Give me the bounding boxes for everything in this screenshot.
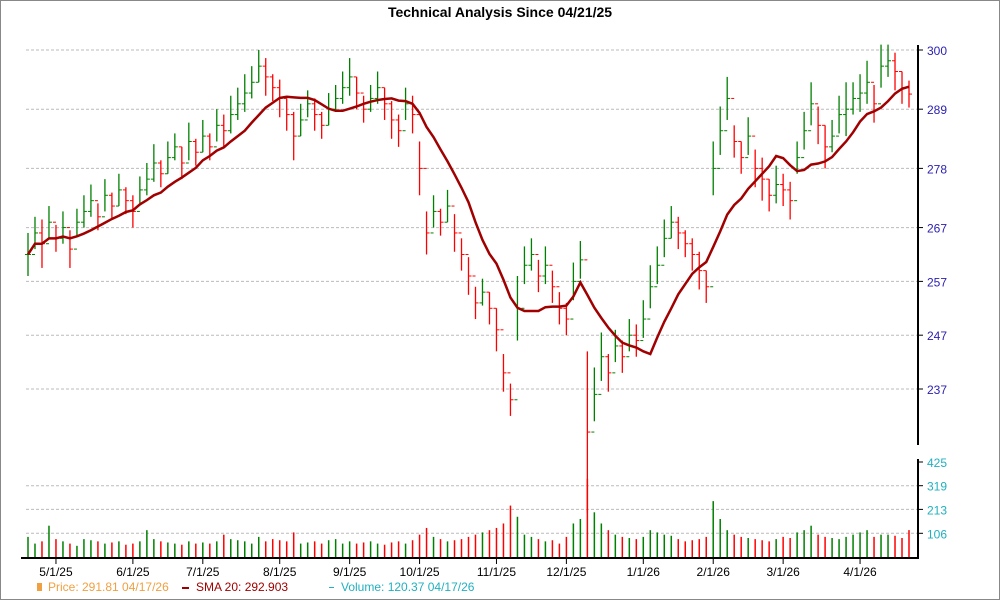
y-tick-label: 247 bbox=[927, 329, 947, 343]
legend-volume: Volume: 120.37 04/17/26 bbox=[329, 580, 474, 594]
y-tick-label: 267 bbox=[927, 222, 947, 236]
x-tick-label: 1/1/26 bbox=[627, 565, 661, 579]
x-tick-label: 10/1/25 bbox=[400, 565, 440, 579]
x-tick-label: 6/1/25 bbox=[116, 565, 150, 579]
chart-title: Technical Analysis Since 04/21/25 bbox=[387, 4, 613, 20]
volume-tick-label: 425 bbox=[927, 456, 947, 470]
x-tick-label: 8/1/25 bbox=[263, 565, 297, 579]
volume-tick-label: 319 bbox=[927, 480, 947, 494]
x-tick-label: 9/1/25 bbox=[333, 565, 367, 579]
x-tick-label: 4/1/26 bbox=[843, 565, 877, 579]
legend-volume-text: Volume: 120.37 04/17/26 bbox=[341, 580, 475, 594]
legend-sma: SMA 20: 292.903 bbox=[182, 580, 288, 594]
x-tick-label: 5/1/25 bbox=[39, 565, 73, 579]
x-tick-label: 3/1/26 bbox=[766, 565, 800, 579]
volume-swatch bbox=[329, 587, 334, 589]
volume-tick-label: 106 bbox=[927, 527, 947, 541]
sma-line bbox=[26, 85, 910, 356]
y-tick-label: 257 bbox=[927, 275, 947, 289]
x-tick-label: 2/1/26 bbox=[697, 565, 731, 579]
legend-sma-text: SMA 20: 292.903 bbox=[196, 580, 289, 594]
legend-price-text: Price: 291.81 04/17/26 bbox=[48, 580, 169, 594]
price-swatch bbox=[37, 583, 42, 591]
sma-swatch bbox=[182, 586, 189, 589]
x-tick-label: 7/1/25 bbox=[186, 565, 220, 579]
x-tick-label: 12/1/25 bbox=[546, 565, 586, 579]
y-tick-label: 289 bbox=[927, 103, 947, 117]
y-tick-label: 300 bbox=[927, 44, 947, 58]
y-tick-label: 237 bbox=[927, 383, 947, 397]
x-tick-label: 11/1/25 bbox=[477, 565, 516, 579]
y-tick-label: 278 bbox=[927, 162, 947, 176]
volume-tick-label: 213 bbox=[927, 503, 947, 517]
legend-price: Price: 291.81 04/17/26 bbox=[37, 580, 169, 594]
